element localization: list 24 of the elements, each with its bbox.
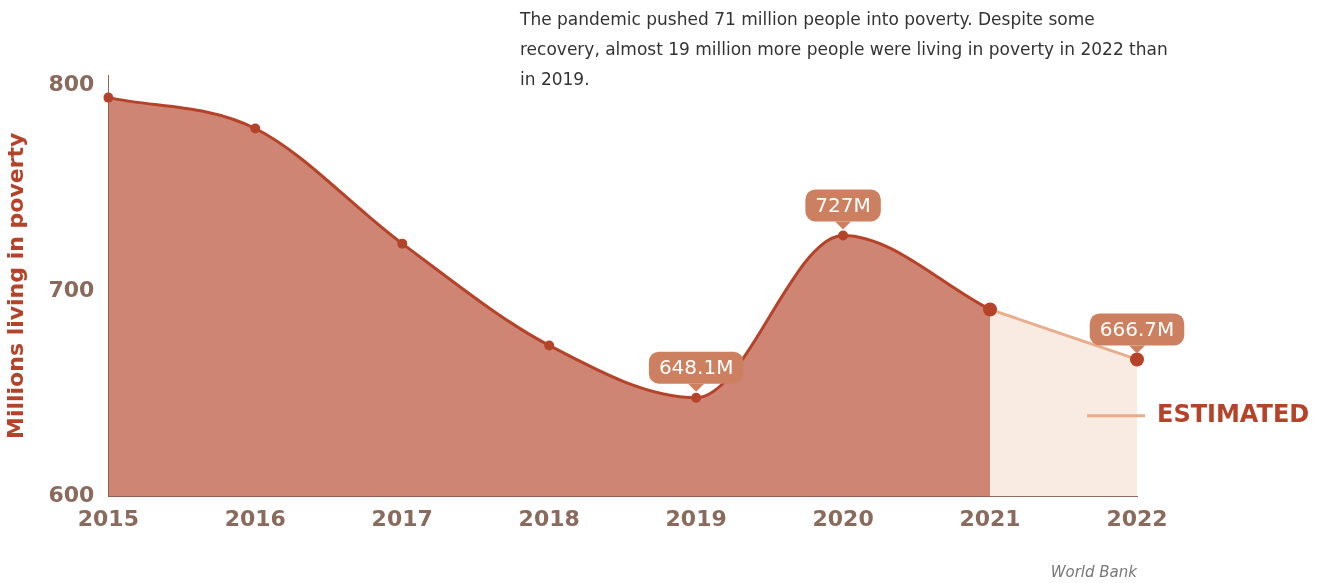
y-tick-label: 700 xyxy=(48,276,95,302)
x-tick-label: 2019 xyxy=(665,505,727,531)
point xyxy=(691,392,702,403)
x-tick-label: 2022 xyxy=(1106,505,1168,531)
y-tick-label: 600 xyxy=(48,482,95,508)
point xyxy=(544,340,555,351)
x-tick-label: 2020 xyxy=(812,505,874,531)
data-label: 727M xyxy=(815,192,871,217)
chart-title: The pandemic pushed 71 million people into poverty. Despite some recovery, almost 19 million more people were living in poverty in 2022 than in 2019. xyxy=(520,8,1169,91)
y-tick-label: 800 xyxy=(48,71,95,96)
x-tick-label: 2015 xyxy=(77,505,139,531)
x-tick-label: 2018 xyxy=(518,505,580,531)
point xyxy=(397,238,408,249)
point xyxy=(250,123,261,134)
text: World Bank xyxy=(1050,563,1137,581)
x-tick-label: 2016 xyxy=(224,505,286,531)
x-tick-label: 2021 xyxy=(959,505,1021,531)
data-label: 666.7M xyxy=(1099,316,1175,341)
legend-label: ESTIMATED xyxy=(1157,400,1310,429)
y-axis-title: Millions living in poverty xyxy=(2,132,28,439)
point xyxy=(838,230,849,241)
x-tick-label: 2017 xyxy=(371,505,433,531)
point xyxy=(103,92,114,103)
data-label: 648.1M xyxy=(658,354,734,379)
